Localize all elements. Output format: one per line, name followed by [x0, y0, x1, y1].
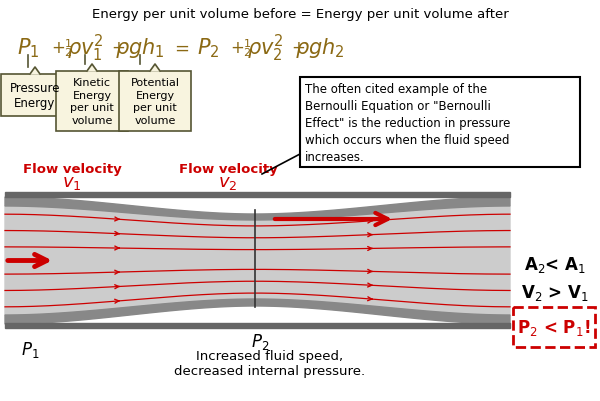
Text: Potential
Energy
per unit
volume: Potential Energy per unit volume — [131, 78, 179, 125]
Text: $P_1$: $P_1$ — [17, 36, 39, 60]
Text: $\rho v_1^2$: $\rho v_1^2$ — [67, 32, 103, 63]
Text: $=$: $=$ — [170, 39, 190, 57]
Bar — [300, 78, 580, 168]
Text: $\rho gh_2$: $\rho gh_2$ — [295, 36, 345, 60]
Text: $\mathregular{2}$: $\mathregular{2}$ — [243, 46, 251, 58]
Text: $\rho gh_1$: $\rho gh_1$ — [115, 36, 165, 60]
Text: P$_2$ < P$_1$!: P$_2$ < P$_1$! — [517, 317, 590, 337]
Text: A$_2$< A$_1$: A$_2$< A$_1$ — [524, 254, 586, 274]
Text: Pressure
Energy: Pressure Energy — [10, 81, 60, 110]
Text: $+$: $+$ — [291, 39, 305, 57]
Text: $+$: $+$ — [51, 39, 65, 57]
Polygon shape — [5, 323, 510, 328]
Polygon shape — [87, 65, 97, 72]
FancyBboxPatch shape — [513, 307, 595, 347]
Text: Kinetic
Energy
per unit
volume: Kinetic Energy per unit volume — [70, 78, 114, 125]
Text: P$_2$: P$_2$ — [251, 331, 269, 351]
Text: $\mathregular{2}$: $\mathregular{2}$ — [64, 46, 72, 58]
Text: $\rho v_2^2$: $\rho v_2^2$ — [247, 32, 283, 63]
Polygon shape — [5, 207, 510, 315]
Text: $+$: $+$ — [111, 39, 125, 57]
Text: $\mathregular{1}$: $\mathregular{1}$ — [243, 37, 251, 49]
Polygon shape — [30, 68, 40, 75]
Bar — [1, 75, 69, 117]
Polygon shape — [5, 192, 510, 198]
Text: V$_2$ > V$_1$: V$_2$ > V$_1$ — [521, 282, 589, 302]
Text: Flow velocity: Flow velocity — [23, 163, 121, 176]
Polygon shape — [150, 65, 160, 72]
Text: $v_1$: $v_1$ — [62, 174, 82, 192]
Bar — [56, 72, 128, 132]
Polygon shape — [5, 299, 510, 324]
Text: $\mathregular{1}$: $\mathregular{1}$ — [64, 37, 72, 49]
Bar — [119, 72, 191, 132]
Text: $+$: $+$ — [230, 39, 244, 57]
Text: Energy per unit volume before = Energy per unit volume after: Energy per unit volume before = Energy p… — [92, 8, 508, 21]
Text: $v_2$: $v_2$ — [218, 174, 238, 192]
Text: $P_2$: $P_2$ — [197, 36, 219, 60]
Text: The often cited example of the
Bernoulli Equation or "Bernoulli
Effect" is the r: The often cited example of the Bernoulli… — [305, 83, 511, 164]
Text: P$_1$: P$_1$ — [21, 339, 39, 359]
Polygon shape — [5, 198, 510, 221]
Text: Flow velocity: Flow velocity — [179, 163, 277, 176]
Text: Increased fluid speed,
decreased internal pressure.: Increased fluid speed, decreased interna… — [175, 349, 365, 377]
